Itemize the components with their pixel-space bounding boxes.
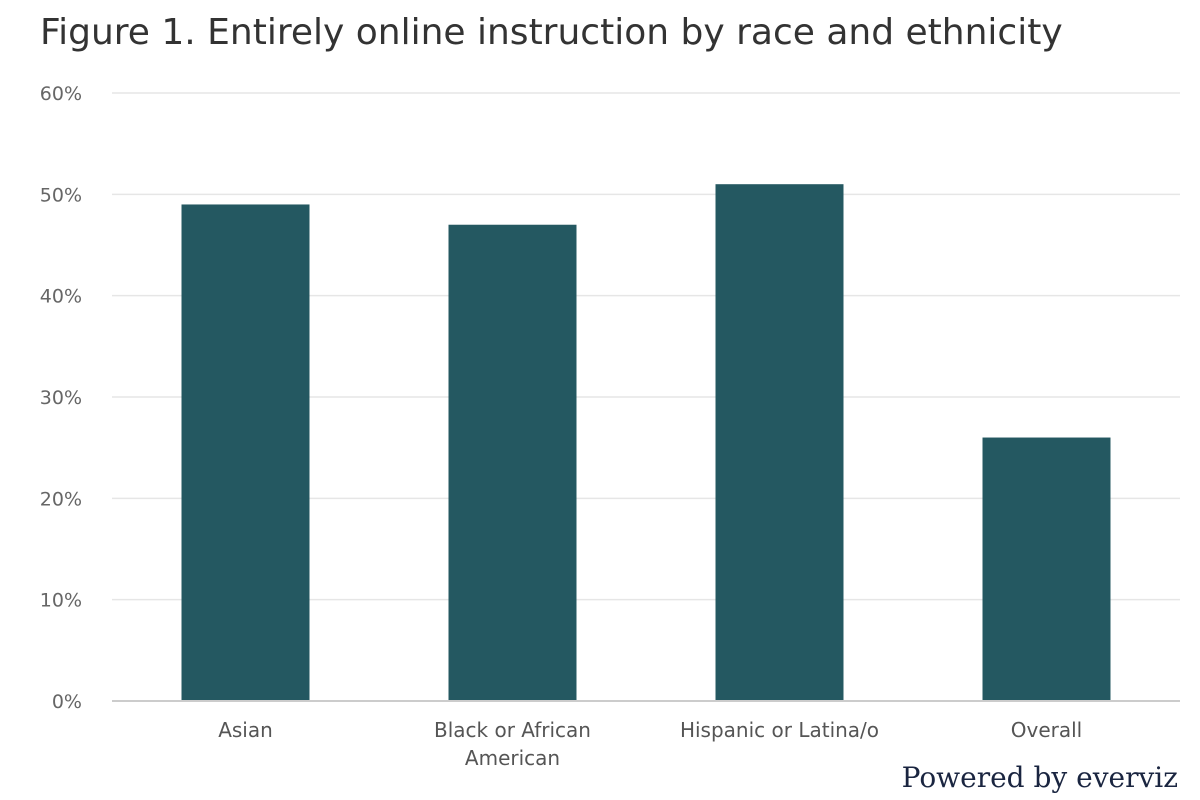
bars — [181, 184, 1111, 701]
x-axis: Asian Black or African American Hispanic or… — [112, 700, 1180, 770]
y-tick-label: 50% — [40, 184, 82, 206]
y-tick-label: 10% — [40, 590, 82, 612]
x-tick-label: Black or African American — [434, 718, 591, 770]
bar-overall[interactable] — [982, 437, 1111, 701]
y-tick-label: 40% — [40, 286, 82, 308]
x-tick-label: Hispanic or Latina/o — [680, 718, 879, 742]
bar-hispanic-or-latina-o[interactable] — [715, 184, 844, 701]
y-tick-label: 60% — [40, 83, 82, 105]
x-tick-label: Overall — [1011, 718, 1082, 742]
y-tick-label: 0% — [52, 691, 82, 713]
credits-link[interactable]: Powered by everviz — [901, 761, 1178, 794]
y-tick-label: 20% — [40, 488, 82, 510]
chart-title: Figure 1. Entirely online instruction by… — [40, 12, 1063, 53]
bar-asian[interactable] — [181, 204, 310, 701]
bar-black-or-african-american[interactable] — [448, 224, 577, 701]
y-axis: 0% 10% 20% 30% 40% 50% 60% — [40, 83, 82, 713]
y-tick-label: 30% — [40, 387, 82, 409]
x-tick-label: Asian — [218, 718, 273, 742]
